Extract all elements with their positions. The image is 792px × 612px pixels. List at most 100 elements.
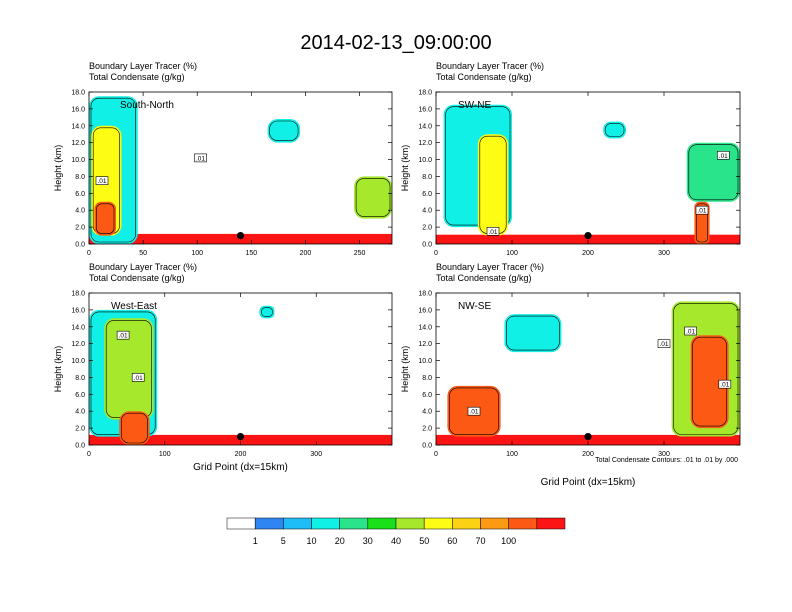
label-tracer: Boundary Layer Tracer (%) xyxy=(436,61,544,71)
y-axis: 0.0 2.0 4.0 6.0 8.0 10.0 12.0 14.0 16.0 18.0 Heigh… xyxy=(53,90,392,249)
contour-label-text: .01 xyxy=(488,229,497,236)
colorbar-box xyxy=(254,517,284,530)
colorbar: 1 5 10 20 30 40 50 60 70 100 xyxy=(226,517,566,546)
y-tick-label: 0.0 xyxy=(75,242,85,249)
colorbar-box xyxy=(423,517,453,530)
y-tick-label: 6.0 xyxy=(422,392,432,399)
contour-label: .01 xyxy=(194,153,207,162)
y-tick-label: 2.0 xyxy=(422,225,432,232)
x-tick-label: 300 xyxy=(658,451,670,458)
condensate-contour xyxy=(696,203,708,243)
y-tick-label: 8.0 xyxy=(75,375,85,382)
colorbar-box xyxy=(339,517,369,530)
y-axis-label: Height (km) xyxy=(53,346,63,393)
colorbar-label: 100 xyxy=(501,536,516,546)
tracer-region xyxy=(686,142,740,202)
y-tick-label: 12.0 xyxy=(418,140,432,147)
y-tick-label: 2.0 xyxy=(75,426,85,433)
plot-area xyxy=(89,92,392,244)
colorbar-box xyxy=(536,517,566,530)
y-tick-label: 0.0 xyxy=(422,242,432,249)
contour-label-text: .01 xyxy=(469,409,478,416)
y-axis: 0.0 2.0 4.0 6.0 8.0 10.0 12.0 14.0 16.0 18.0 Heigh… xyxy=(400,90,740,249)
location-marker xyxy=(584,232,592,240)
contour-label-text: .01 xyxy=(720,382,729,389)
contour-label: .01 xyxy=(657,339,671,348)
y-tick-label: 0.0 xyxy=(75,443,85,450)
y-tick-label: 14.0 xyxy=(71,123,85,130)
x-axis-label: Grid Point (dx=15km) xyxy=(193,462,288,473)
y-axis-label: Height (km) xyxy=(400,346,410,393)
contour-label-box xyxy=(718,379,732,389)
y-tick-label: 4.0 xyxy=(75,409,85,416)
contour-label-text: .01 xyxy=(659,341,668,348)
y-tick-label: 6.0 xyxy=(75,392,85,399)
location-marker xyxy=(236,433,245,441)
label-condensate: Total Condensate (g/kg) xyxy=(89,72,185,82)
x-tick-label: 200 xyxy=(582,451,594,458)
panels: Boundary Layer Tracer (%)Total Condensat… xyxy=(53,61,741,488)
y-tick-label: 18.0 xyxy=(71,90,85,97)
x-tick-label: 150 xyxy=(245,250,257,257)
contour-label: .01 xyxy=(695,205,709,215)
contour-label-box xyxy=(695,205,709,215)
y-tick-label: 2.0 xyxy=(422,426,432,433)
y-axis: 0.0 2.0 4.0 6.0 8.0 10.0 12.0 14.0 16.0 18.0 Heigh… xyxy=(400,291,740,450)
contour-label: .01 xyxy=(467,406,481,416)
y-tick-label: 18.0 xyxy=(418,291,432,298)
location-marker xyxy=(584,433,592,441)
x-tick-label: 200 xyxy=(235,451,247,458)
condensate-contour xyxy=(261,307,273,317)
colorbar-label: 5 xyxy=(281,536,286,546)
label-condensate: Total Condensate (g/kg) xyxy=(436,273,532,283)
x-axis-label: Grid Point (dx=15km) xyxy=(541,477,636,488)
y-tick-label: 16.0 xyxy=(71,307,85,314)
contour-label: .01 xyxy=(684,326,697,336)
section-name: SW-NE xyxy=(458,100,491,111)
x-axis: 0 100 200 300 xyxy=(434,92,670,257)
label-condensate: Total Condensate (g/kg) xyxy=(89,273,185,283)
colorbar-label: 60 xyxy=(447,536,457,546)
panel-sw-ne: Boundary Layer Tracer (%)Total Condensat… xyxy=(400,61,741,257)
tracer-region xyxy=(267,119,301,143)
x-tick-label: 0 xyxy=(434,250,438,257)
x-tick-label: 100 xyxy=(506,250,518,257)
y-tick-label: 6.0 xyxy=(75,191,85,198)
y-tick-label: 10.0 xyxy=(418,157,432,164)
colorbar-box xyxy=(367,517,397,530)
tracer-region xyxy=(504,314,562,353)
y-tick-label: 2.0 xyxy=(75,225,85,232)
colorbar-box xyxy=(395,517,425,530)
x-tick-label: 250 xyxy=(354,250,366,257)
colorbar-label: 70 xyxy=(475,536,485,546)
contour-label-text: .01 xyxy=(686,329,695,336)
y-tick-label: 16.0 xyxy=(418,307,432,314)
colorbar-label: 50 xyxy=(419,536,429,546)
condensate-contour xyxy=(506,315,560,351)
section-name: South-North xyxy=(120,100,174,111)
x-tick-label: 200 xyxy=(300,250,312,257)
colorbar-box xyxy=(311,517,340,530)
x-tick-label: 100 xyxy=(506,451,518,458)
contour-label-box xyxy=(131,373,145,382)
colorbar-label: 10 xyxy=(306,536,316,546)
y-tick-label: 14.0 xyxy=(418,324,432,331)
contour-label: .01 xyxy=(95,176,109,185)
x-tick-label: 100 xyxy=(159,451,171,458)
tracer-region xyxy=(104,318,154,420)
contour-label-text: .01 xyxy=(719,153,728,160)
contour-label-text: .01 xyxy=(119,333,128,340)
label-tracer: Boundary Layer Tracer (%) xyxy=(436,262,544,272)
y-tick-label: 6.0 xyxy=(422,191,432,198)
contour-label-box xyxy=(116,330,130,340)
section-name: NW-SE xyxy=(458,301,491,312)
tracer-region xyxy=(690,335,729,429)
condensate-contour xyxy=(688,144,739,201)
y-tick-label: 12.0 xyxy=(418,341,432,348)
colorbar-box xyxy=(283,517,312,530)
x-tick-label: 50 xyxy=(139,250,147,257)
figure-title: 2014-02-13_09:00:00 xyxy=(300,32,491,54)
y-tick-label: 0.0 xyxy=(422,443,432,450)
contour-label: .01 xyxy=(718,379,732,389)
